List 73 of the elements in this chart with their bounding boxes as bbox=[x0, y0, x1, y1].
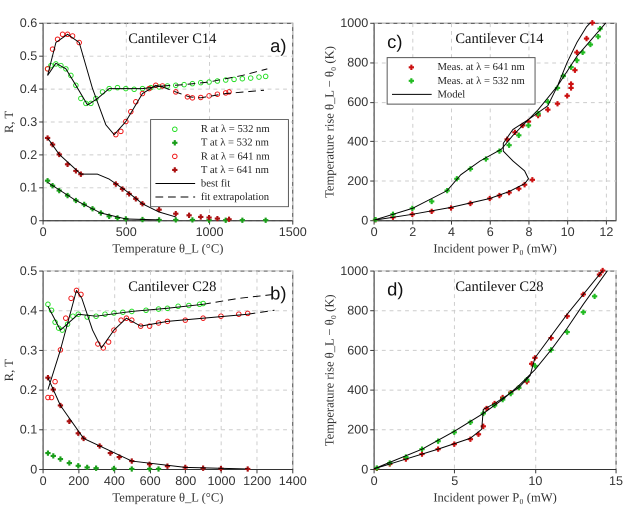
x-tick-label: 15 bbox=[609, 474, 624, 488]
text: Cantilever C28 bbox=[128, 278, 216, 295]
y-axis-title: R, T bbox=[2, 110, 16, 134]
y-tick-label: 0.3 bbox=[20, 114, 38, 129]
text: Cantilever C28 bbox=[455, 278, 544, 295]
y-tick-label: 0.5 bbox=[20, 264, 38, 278]
y-tick-label: 0 bbox=[361, 462, 368, 476]
y-tick-label: 0.1 bbox=[20, 180, 38, 195]
y-tick-label: 400 bbox=[347, 382, 368, 397]
legend-label: T at λ = 641 nm bbox=[200, 164, 270, 176]
annotation: b) bbox=[270, 282, 286, 304]
y-tick-label: 0.1 bbox=[20, 422, 38, 437]
legend-label: R at λ = 641 nm bbox=[200, 151, 270, 162]
y-tick-label: 800 bbox=[347, 304, 368, 318]
y-tick-label: 1000 bbox=[340, 16, 368, 30]
x-tick-label: 1500 bbox=[278, 225, 307, 240]
x-axis-title: Incident power P₀ (mW) bbox=[433, 490, 557, 504]
legend-label: Meas. at λ = 532 nm bbox=[437, 76, 526, 87]
x-tick-label: 800 bbox=[175, 474, 196, 488]
x-axis-title: Temperature θ_L (°C) bbox=[112, 242, 224, 256]
legend-label: fit extrapolation bbox=[200, 192, 270, 203]
y-tick-label: 0.6 bbox=[20, 16, 38, 30]
x-axis-title: Temperature θ_L (°C) bbox=[112, 490, 224, 504]
y-axis-title: Temperature rise θ_L − θ₀ (K) bbox=[322, 46, 337, 198]
y-tick-label: 400 bbox=[347, 134, 368, 149]
y-tick-label: 0.3 bbox=[20, 343, 38, 358]
y-tick-label: 0 bbox=[361, 214, 368, 228]
x-tick-label: 12 bbox=[599, 225, 614, 240]
x-tick-label: 1200 bbox=[243, 474, 272, 488]
x-tick-label: 0 bbox=[370, 474, 378, 488]
x-tick-label: 0 bbox=[370, 225, 378, 240]
x-tick-label: 1000 bbox=[196, 225, 224, 240]
x-tick-label: 10 bbox=[528, 474, 542, 488]
y-tick-label: 0 bbox=[30, 214, 38, 228]
y-tick-label: 0 bbox=[30, 462, 38, 476]
x-tick-label: 1000 bbox=[207, 474, 236, 488]
y-tick-label: 0.2 bbox=[20, 148, 38, 162]
y-tick-label: 0.4 bbox=[20, 82, 38, 96]
x-tick-label: 1400 bbox=[278, 474, 307, 488]
legend-label: T at λ = 532 nm bbox=[200, 138, 270, 149]
x-tick-label: 10 bbox=[560, 225, 575, 240]
legend-label: Model bbox=[437, 89, 466, 100]
y-tick-label: 600 bbox=[347, 343, 368, 358]
text: Cantilever C14 bbox=[128, 31, 218, 48]
y-tick-label: 0.5 bbox=[20, 49, 38, 64]
y-tick-label: 0.2 bbox=[20, 382, 38, 397]
y-tick-label: 200 bbox=[347, 422, 368, 437]
x-tick-label: 500 bbox=[116, 225, 137, 240]
y-tick-label: 600 bbox=[347, 95, 368, 110]
y-tick-label: 200 bbox=[347, 174, 368, 188]
y-tick-label: 800 bbox=[347, 56, 368, 70]
y-tick-label: 1000 bbox=[340, 264, 368, 278]
x-tick-label: 8 bbox=[525, 225, 532, 240]
x-tick-label: 0 bbox=[40, 225, 47, 240]
x-tick-label: 6 bbox=[486, 225, 494, 240]
y-tick-label: 0.4 bbox=[20, 304, 38, 318]
x-tick-label: 0 bbox=[40, 474, 47, 488]
x-tick-label: 2 bbox=[409, 225, 416, 240]
x-tick-label: 400 bbox=[104, 474, 125, 488]
annotation: a) bbox=[270, 34, 286, 56]
text: Cantilever C14 bbox=[455, 31, 544, 48]
y-axis-title: Temperature rise θ_L − θ₀ (K) bbox=[322, 294, 337, 446]
x-tick-label: 4 bbox=[448, 225, 456, 240]
y-axis-title: R, T bbox=[2, 358, 16, 382]
x-axis-title: Incident power P₀ (mW) bbox=[433, 242, 557, 256]
x-tick-label: 5 bbox=[451, 474, 458, 488]
legend-label: Meas. at λ = 641 nm bbox=[437, 62, 526, 74]
legend-label: best fit bbox=[200, 178, 230, 190]
annotation: d) bbox=[387, 278, 404, 300]
x-tick-label: 200 bbox=[68, 474, 90, 488]
x-tick-label: 600 bbox=[140, 474, 161, 488]
annotation: c) bbox=[387, 30, 402, 52]
legend-label: R at λ = 532 nm bbox=[200, 124, 270, 136]
